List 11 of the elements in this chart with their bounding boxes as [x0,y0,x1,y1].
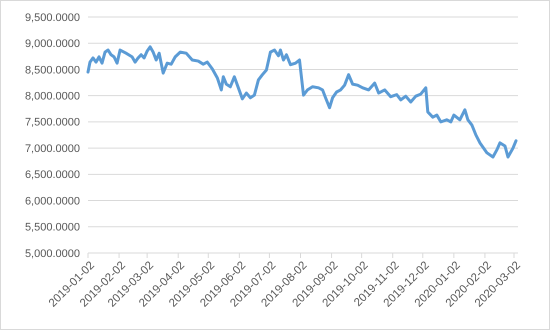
y-tick-label: 7,500.0000 [24,116,80,129]
y-tick-label: 5,500.0000 [24,222,80,234]
y-tick-label: 9,000.0000 [24,38,80,50]
line-series [86,45,518,159]
y-tick-label: 7,000.0000 [24,142,80,155]
y-tick-label: 9,500.0000 [24,12,80,24]
y-tick-label: 6,500.0000 [24,169,80,182]
y-tick-label: 8,000.0000 [24,90,80,103]
y-tick-label: 8,500.0000 [24,64,80,76]
y-tick-label: 5,000.0000 [24,248,80,260]
y-tick-label: 6,000.0000 [24,195,80,208]
